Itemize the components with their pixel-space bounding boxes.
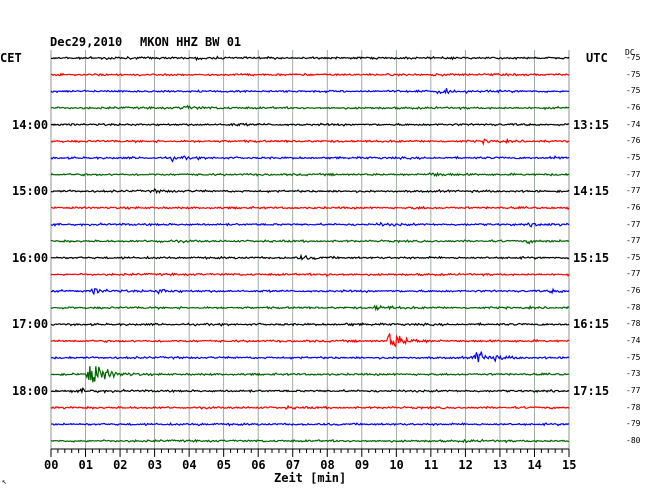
trace-row: [50, 171, 570, 178]
trace-row: [50, 253, 570, 261]
trace-row: [50, 155, 570, 163]
time-axis: [50, 448, 570, 457]
x-tick-label: 14: [527, 458, 542, 472]
dc-value: -78: [626, 302, 641, 312]
right-hour-label: 16:15: [573, 317, 610, 332]
x-tick-label: 09: [354, 458, 370, 472]
dc-value: -77: [626, 219, 641, 229]
dc-value: -78: [626, 402, 641, 412]
dc-value: -77: [626, 169, 641, 179]
trace-row: [50, 55, 570, 62]
trace-row: [50, 404, 570, 411]
trace-row: [50, 239, 570, 245]
x-tick-label: 06: [251, 458, 266, 472]
right-timezone-label: UTC: [586, 51, 608, 65]
left-hour-label: 15:00: [12, 184, 49, 199]
dc-value: -77: [626, 386, 641, 395]
x-tick-label: 15: [562, 458, 577, 472]
left-hour-label: 18:00: [12, 384, 49, 398]
dc-value: -77: [626, 269, 641, 279]
dc-value: -75: [626, 152, 641, 162]
x-tick-label: 10: [389, 458, 404, 472]
minute-grid: [50, 50, 570, 449]
dc-value: -75: [626, 352, 641, 362]
x-tick-label: 03: [147, 458, 163, 472]
trace-row: [50, 304, 570, 312]
dc-value: -74: [626, 336, 641, 346]
trace-row: [50, 72, 570, 77]
dc-value: -78: [626, 319, 641, 329]
dc-value: -75: [626, 86, 641, 96]
dc-value: -77: [626, 236, 641, 246]
trace-row: [50, 122, 570, 127]
left-timezone-label: CET: [0, 51, 22, 65]
dc-value: -79: [626, 419, 641, 429]
dc-value: -77: [626, 186, 641, 196]
trace-row: [50, 137, 570, 146]
dc-value: -76: [626, 136, 641, 146]
dc-header-label: DC: [625, 48, 635, 57]
left-hour-label: 16:00: [12, 250, 49, 265]
trace-row: [50, 104, 570, 111]
right-hour-label: 17:15: [573, 384, 610, 398]
trace-row: [50, 287, 570, 296]
dc-value: -80: [626, 435, 641, 445]
station-label: MKON HHZ BW 01: [140, 35, 242, 49]
dc-value: -74: [626, 119, 641, 129]
x-tick-label: 04: [182, 458, 197, 472]
trace-row: [50, 321, 570, 327]
trace-row: [50, 387, 570, 395]
dc-value: -76: [626, 202, 641, 212]
x-tick-label: 02: [113, 458, 128, 472]
trace-row: [50, 333, 570, 348]
x-tick-label: 07: [285, 458, 301, 472]
trace-row: [50, 221, 570, 228]
dc-value: -75: [626, 53, 641, 62]
trace-row: [50, 188, 570, 195]
dc-value: -76: [626, 286, 641, 296]
date-label: Dec29,2010: [50, 35, 123, 49]
x-tick-label: 05: [216, 458, 232, 472]
x-axis-label: Zeit [min]: [274, 471, 347, 485]
trace-row: [50, 351, 570, 363]
trace-row: [50, 422, 570, 427]
trace-row: [50, 272, 570, 278]
right-hour-label: 14:15: [573, 184, 610, 199]
trace-row: [50, 205, 570, 211]
dc-value: -75: [626, 252, 641, 262]
left-hour-label: 17:00: [12, 317, 49, 332]
dc-value: -73: [626, 369, 641, 379]
seismic-traces: [50, 55, 570, 444]
trace-row: [50, 366, 570, 383]
trace-row: [50, 88, 570, 95]
x-tick-label: 08: [320, 458, 335, 472]
x-tick-label: 11: [423, 458, 439, 472]
x-tick-label: 13: [492, 458, 508, 472]
footnote-mark: ↖: [2, 477, 7, 486]
left-hour-label: 14:00: [12, 117, 49, 132]
trace-row: [50, 438, 570, 444]
x-tick-label: 12: [458, 458, 473, 472]
right-hour-label: 13:15: [573, 117, 610, 132]
dc-value: -75: [626, 69, 641, 79]
x-tick-label: 00: [44, 458, 59, 472]
right-hour-label: 15:15: [573, 250, 610, 265]
x-tick-label: 01: [78, 458, 93, 472]
dc-value: -76: [626, 102, 641, 112]
